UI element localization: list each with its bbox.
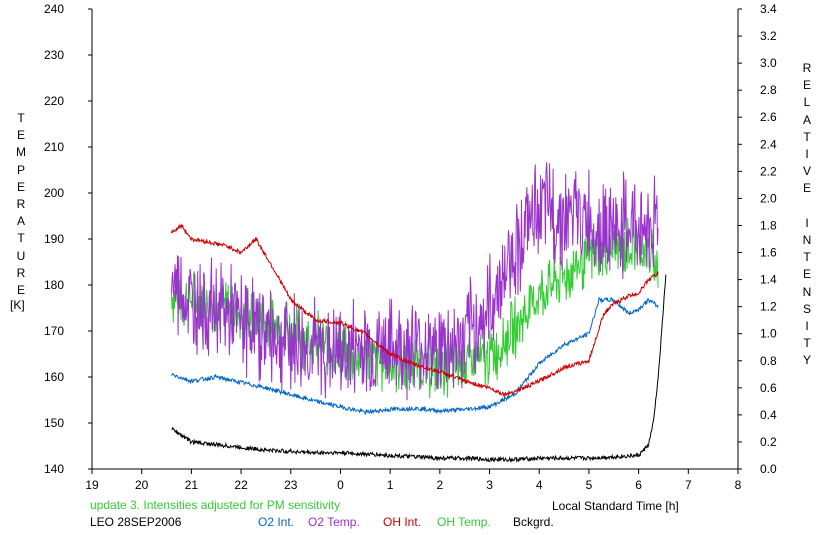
right-tick-label: 1.0: [760, 327, 777, 341]
left-tick-label: 170: [44, 324, 64, 338]
legend-oh-int-label: OH Int.: [383, 515, 422, 529]
right-tick-label: 2.2: [760, 164, 777, 178]
x-tick-label: 0: [337, 478, 344, 492]
x-tick-label: 1: [387, 478, 394, 492]
x-tick-label: 23: [284, 478, 298, 492]
x-axis-label: Local Standard Time [h]: [552, 499, 679, 513]
right-tick-label: 0.8: [760, 354, 777, 368]
legend-o2-int-label: O2 Int.: [258, 515, 295, 529]
legend-o2-temp-label: O2 Temp.: [308, 515, 360, 529]
right-axis-title: R E L A T I V E I N T E N S I T Y: [802, 61, 812, 368]
series-layer: [171, 162, 667, 464]
right-tick-label: 2.8: [760, 83, 777, 97]
x-tick-label: 4: [536, 478, 543, 492]
right-tick-label: 0.2: [760, 435, 777, 449]
legend-o2-int: O2 Int.: [258, 515, 294, 529]
right-tick-label: 2.6: [760, 110, 777, 124]
left-axis-unit: [K]: [10, 298, 25, 312]
right-tick-label: 3.4: [760, 2, 777, 16]
legend-oh-temp: OH Temp.: [437, 515, 491, 529]
right-tick-label: 0.6: [760, 381, 777, 395]
left-tick-label: 220: [44, 94, 64, 108]
right-tick-label: 0.4: [760, 408, 777, 422]
right-axis-ticks: 0.0 0.2 0.4 0.6 0.8 1.0 1.2 1.4 1.6 1.8 2.0 2.2 2.4 2…: [738, 2, 777, 476]
legend-bckgrd: Bckgrd.: [513, 515, 554, 529]
left-axis-title: T E M P E R A T U R E: [16, 111, 26, 298]
left-axis-ticks: 140 150 160 170 180 190 200 210 220 230 240: [44, 2, 92, 476]
left-tick-label: 230: [44, 48, 64, 62]
series-line-o2-int: [171, 296, 659, 416]
left-tick-label: 150: [44, 416, 64, 430]
right-tick-label: 1.6: [760, 246, 777, 260]
right-tick-label: 2.4: [760, 137, 777, 151]
update-note: update 3. Intensities adjusted for PM se…: [90, 498, 341, 512]
legend-bckgrd-label: Bckgrd.: [513, 515, 554, 529]
legend-oh-temp-label: OH Temp.: [437, 515, 491, 529]
left-tick-label: 190: [44, 232, 64, 246]
x-tick-label: 2: [437, 478, 444, 492]
right-tick-label: 0.0: [760, 462, 777, 476]
left-tick-label: 180: [44, 278, 64, 292]
legend-oh-int: OH Int.: [383, 515, 421, 529]
right-tick-label: 1.4: [760, 273, 777, 287]
left-tick-label: 160: [44, 370, 64, 384]
series-line-oh-int: [171, 223, 659, 399]
x-tick-label: 21: [185, 478, 199, 492]
x-tick-label: 22: [234, 478, 248, 492]
right-tick-label: 3.0: [760, 56, 777, 70]
x-tick-label: 8: [735, 478, 742, 492]
x-tick-label: 19: [85, 478, 99, 492]
left-tick-label: 140: [44, 462, 64, 476]
left-tick-label: 200: [44, 186, 64, 200]
station-label: LEO 28SEP2006: [90, 515, 182, 529]
x-tick-label: 5: [586, 478, 593, 492]
left-tick-label: 240: [44, 2, 64, 16]
right-tick-label: 2.0: [760, 191, 777, 205]
series-line-o2-temp: [171, 162, 659, 401]
x-axis-ticks: 19 20 21 22 23 0 1 2 3 4 5 6 7 8: [85, 469, 742, 492]
x-tick-label: 6: [635, 478, 642, 492]
x-tick-label: 20: [135, 478, 149, 492]
right-tick-label: 1.8: [760, 218, 777, 232]
left-tick-label: 210: [44, 140, 64, 154]
x-tick-label: 3: [486, 478, 493, 492]
x-tick-label: 7: [685, 478, 692, 492]
series-line-bckgrd: [171, 274, 667, 464]
right-tick-label: 3.2: [760, 29, 777, 43]
legend-o2-temp: O2 Temp.: [308, 515, 360, 529]
right-tick-label: 1.2: [760, 300, 777, 314]
